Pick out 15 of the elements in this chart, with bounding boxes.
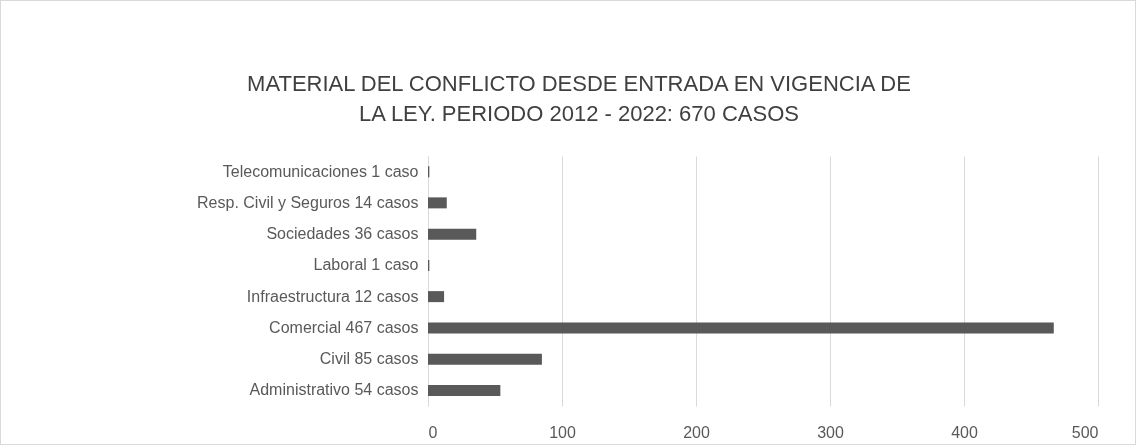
x-tick-label: 100 xyxy=(549,423,576,441)
x-tick-label: 400 xyxy=(951,423,978,441)
y-tick-label: Sociedades 36 casos xyxy=(266,225,419,243)
y-tick-label: Administrativo 54 casos xyxy=(249,381,419,399)
x-tick-label: 0 xyxy=(428,423,438,441)
x-tick-label: 300 xyxy=(817,423,844,441)
y-tick-label: Laboral 1 caso xyxy=(313,256,419,274)
y-tick-label: Infraestructura 12 casos xyxy=(246,287,419,305)
y-tick-label: Resp. Civil y Seguros 14 casos xyxy=(197,193,419,211)
y-tick-label: Telecomunicaciones 1 caso xyxy=(222,162,419,180)
y-tick-label: Civil 85 casos xyxy=(319,350,419,368)
x-tick-label: 200 xyxy=(683,423,710,441)
chart-title: MATERIAL DEL CONFLICTO DESDE ENTRADA EN VIGENCIA DE LA LEY. PERIODO 2012 - 2022: 670 CASOS xyxy=(247,71,911,126)
x-tick-label: 500 xyxy=(1071,423,1099,441)
y-tick-label: Comercial 467 casos xyxy=(269,318,419,336)
